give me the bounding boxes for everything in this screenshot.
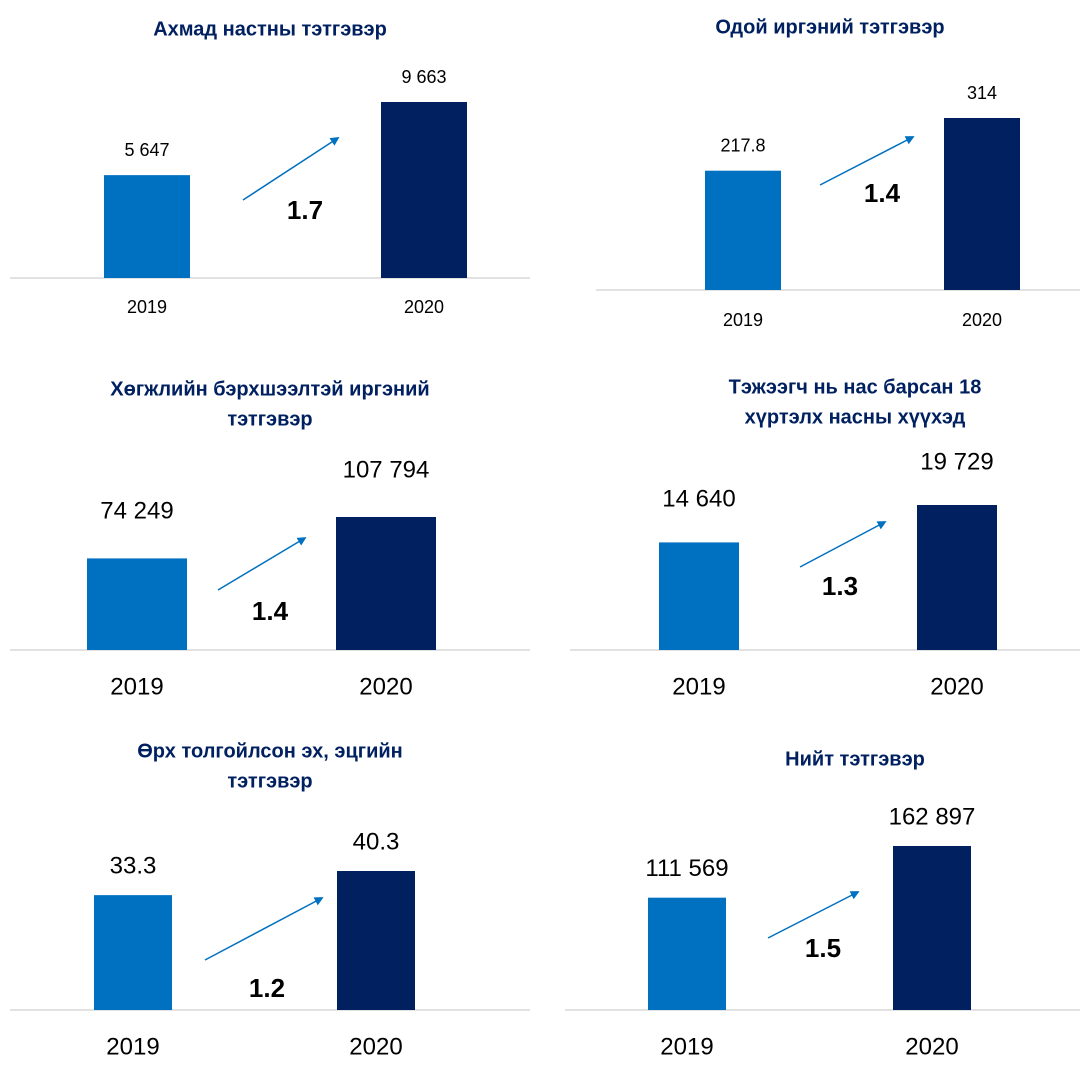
x-tick-label: 2019: [723, 310, 763, 330]
value-label: 33.3: [110, 852, 157, 879]
value-label: 5 647: [124, 140, 169, 160]
value-label: 314: [967, 83, 997, 103]
bar: [87, 558, 187, 650]
value-label: 14 640: [662, 486, 735, 513]
growth-arrow: [767, 891, 860, 939]
bar: [337, 871, 415, 1010]
x-tick-label: 2020: [359, 673, 412, 700]
value-label: 19 729: [920, 448, 993, 475]
bar: [336, 517, 436, 650]
bar: [705, 170, 781, 290]
ratio-label: 1.4: [252, 596, 289, 626]
ratio-label: 1.4: [864, 178, 901, 208]
bar: [381, 102, 467, 278]
growth-arrow: [819, 136, 915, 186]
value-label: 107 794: [343, 456, 430, 483]
x-tick-label: 2019: [672, 673, 725, 700]
value-label: 40.3: [353, 828, 400, 855]
ratio-label: 1.3: [822, 571, 858, 601]
chart-title: хүртэлх насны хүүхэд: [745, 406, 966, 428]
x-tick-label: 2020: [962, 310, 1002, 330]
x-tick-label: 2020: [404, 297, 444, 317]
value-label: 111 569: [645, 855, 728, 882]
bar: [944, 118, 1020, 290]
x-tick-label: 2019: [106, 1033, 159, 1060]
bar: [94, 895, 172, 1010]
bar: [893, 846, 971, 1010]
x-tick-label: 2019: [110, 673, 163, 700]
chart-title: Одой иргэний тэтгэвэр: [715, 16, 944, 38]
chart-title: Өрх толгойлсон эх, эцгийн: [137, 740, 403, 762]
value-label: 9 663: [401, 67, 446, 87]
growth-arrow: [799, 521, 887, 568]
x-tick-label: 2020: [905, 1033, 958, 1060]
bar: [659, 542, 739, 650]
growth-arrow: [204, 897, 324, 961]
chart-title: Тэжээгч нь нас барсан 18: [729, 376, 982, 398]
ratio-label: 1.5: [805, 933, 841, 963]
chart-title: Нийт тэтгэвэр: [785, 748, 925, 770]
ratio-label: 1.2: [249, 973, 285, 1003]
x-tick-label: 2019: [127, 297, 167, 317]
chart-title: тэтгэвэр: [227, 770, 312, 792]
bar: [648, 897, 726, 1010]
growth-arrow: [217, 537, 307, 591]
x-tick-label: 2019: [660, 1033, 713, 1060]
chart-title: Хөгжлийн бэрхшээлтэй иргэний: [110, 378, 429, 400]
bar: [917, 505, 997, 650]
bar: [104, 175, 190, 278]
chart-title: тэтгэвэр: [227, 408, 312, 430]
value-label: 162 897: [889, 803, 976, 830]
value-label: 74 249: [100, 498, 173, 525]
ratio-label: 1.7: [287, 195, 323, 225]
x-tick-label: 2020: [349, 1033, 402, 1060]
chart-title: Ахмад настны тэтгэвэр: [153, 18, 387, 40]
x-tick-label: 2020: [930, 673, 983, 700]
growth-arrow: [242, 137, 340, 201]
value-label: 217.8: [720, 135, 765, 155]
